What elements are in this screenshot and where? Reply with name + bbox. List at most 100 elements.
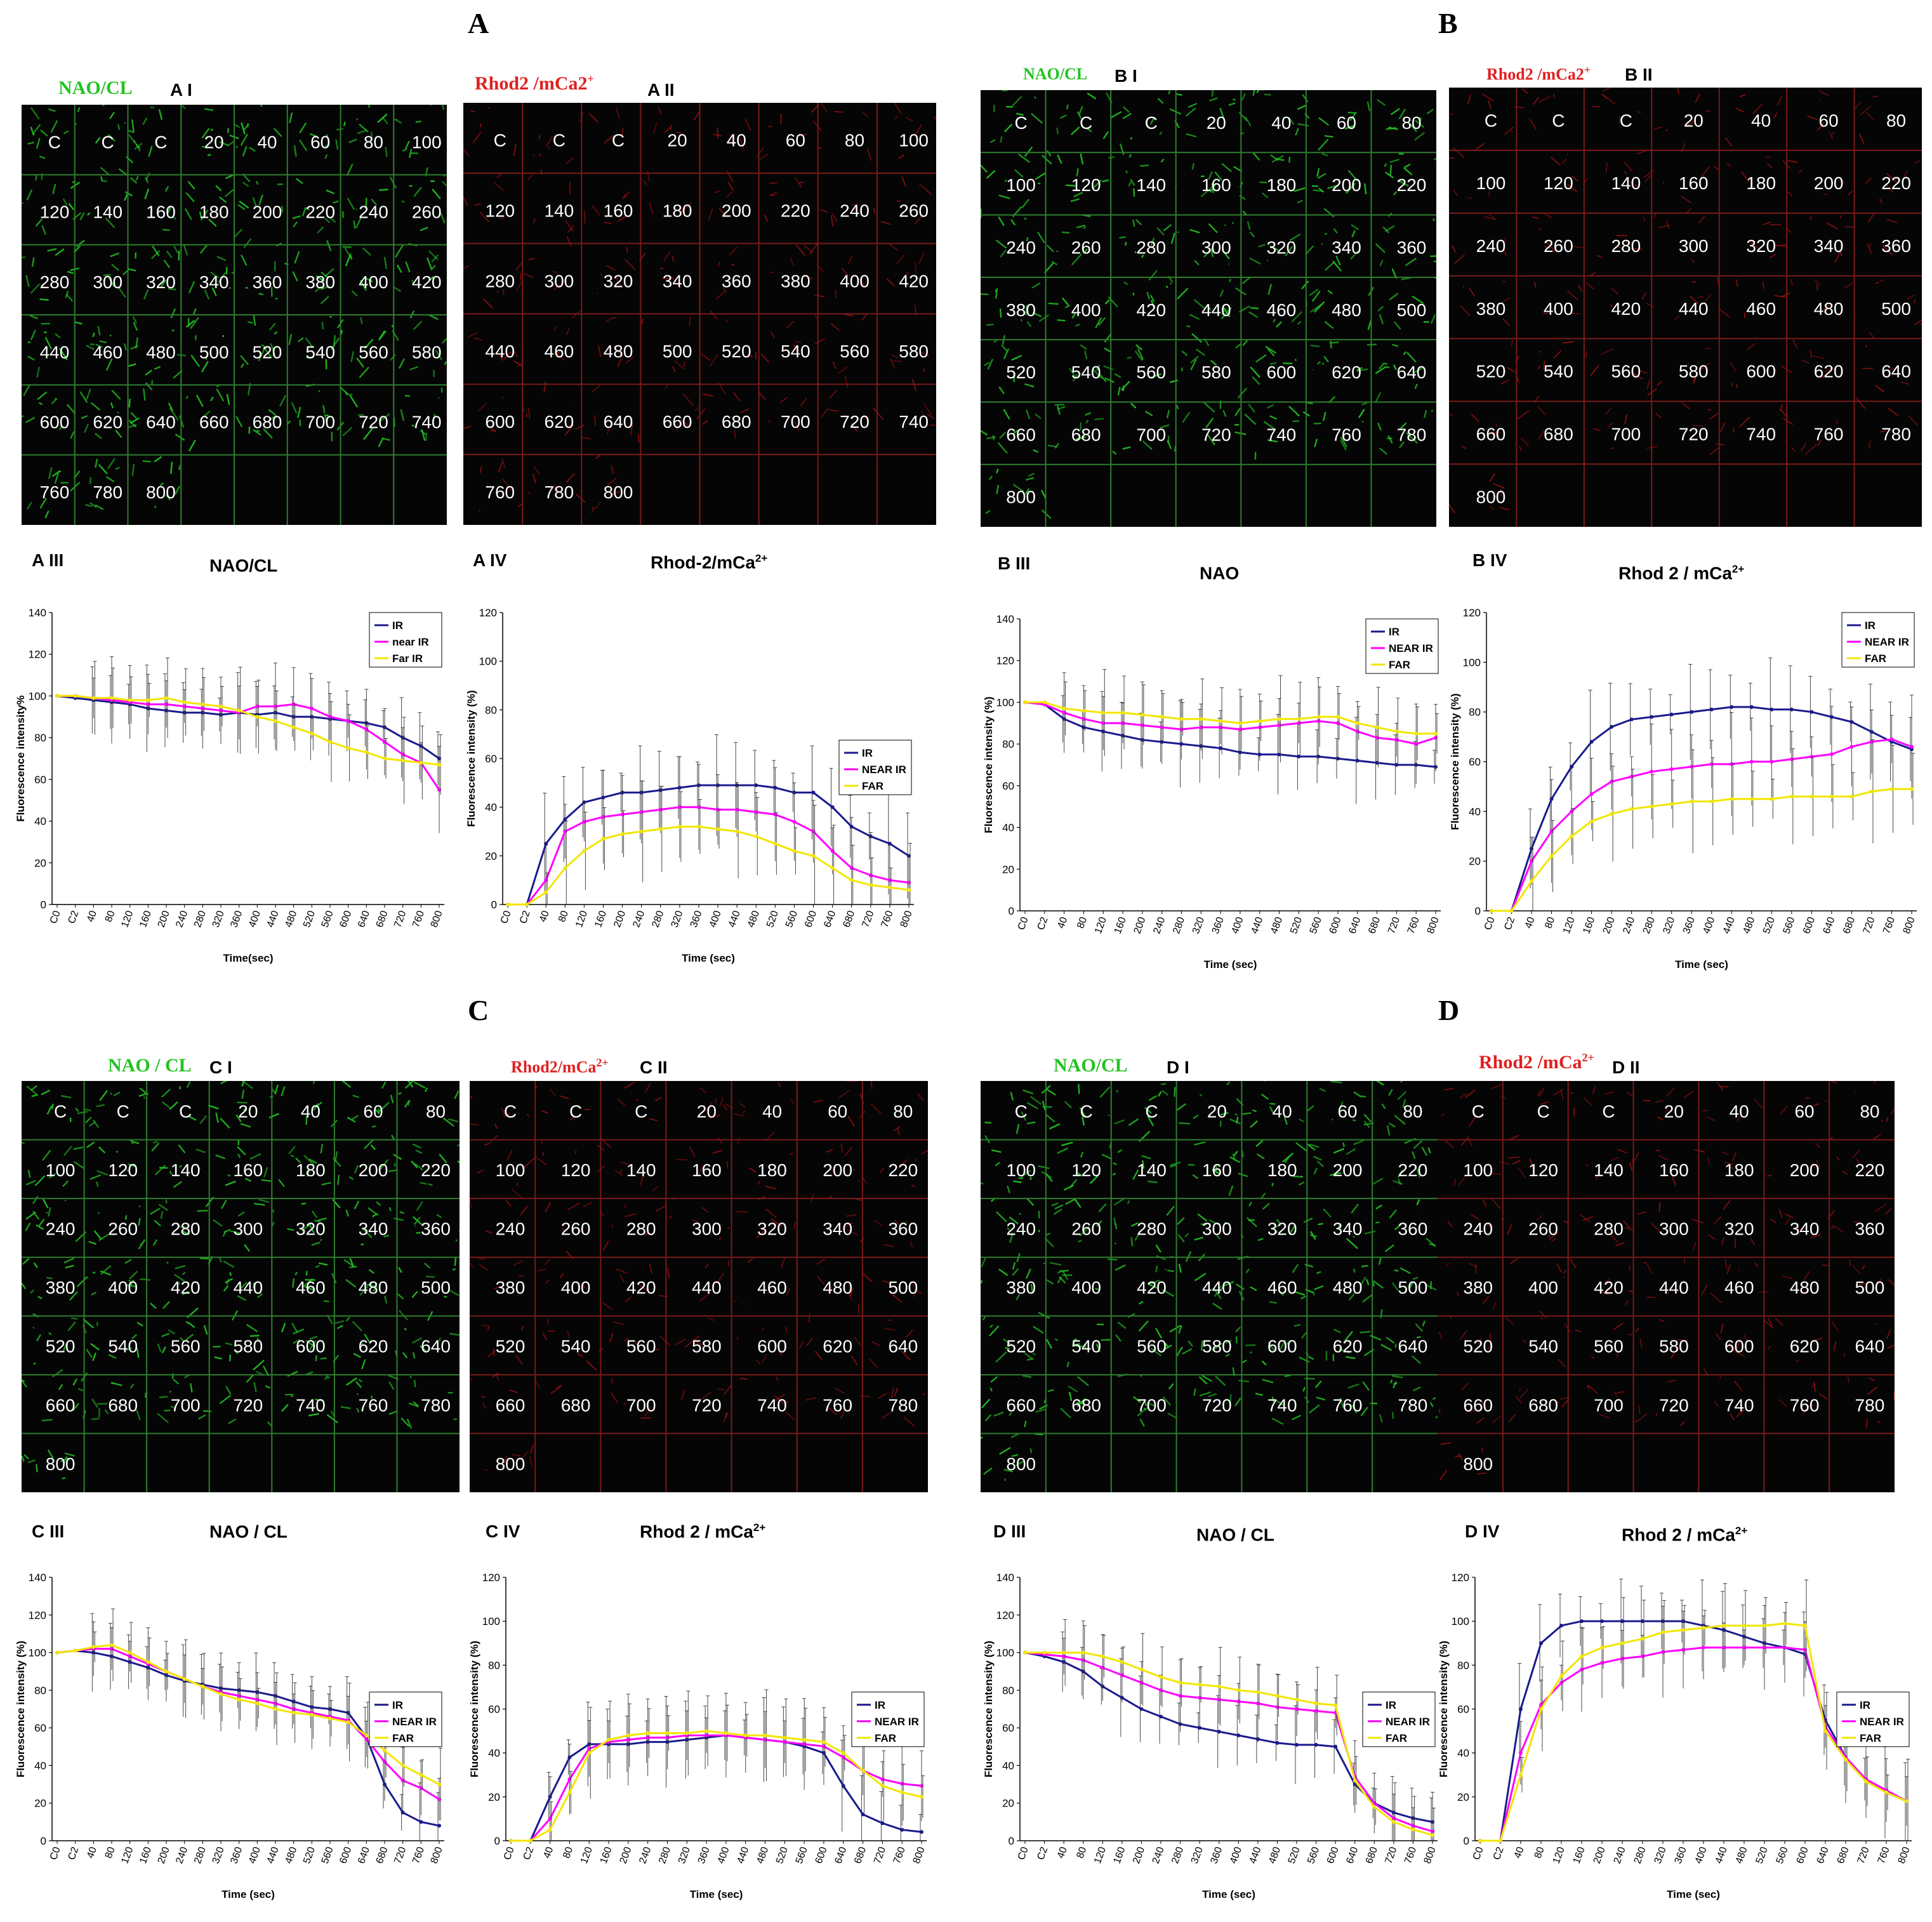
y-tick-label: 60 <box>1002 780 1014 792</box>
montage-frame <box>1178 1251 1249 1310</box>
montage-frame <box>281 1314 333 1362</box>
x-tick-label: 200 <box>156 1845 172 1865</box>
frame-time-label: 180 <box>296 1160 326 1180</box>
x-tick-label: 40 <box>1523 915 1537 930</box>
y-tick-label: 100 <box>1452 1615 1469 1627</box>
frame-time-label: 600 <box>1724 1337 1754 1356</box>
chart-title-d4: Rhod 2 / mCa2+ <box>1622 1525 1748 1545</box>
frame-time-label: 360 <box>1397 238 1427 258</box>
y-tick-label: 100 <box>479 656 497 668</box>
frame-time-label: 520 <box>46 1337 76 1356</box>
frame-time-label: 380 <box>305 272 335 292</box>
data-point <box>1314 1709 1318 1713</box>
montage-frame <box>1643 1087 1694 1121</box>
y-tick-label: 80 <box>485 704 497 716</box>
y-tick-label: 20 <box>1002 863 1014 875</box>
frame-time-label: 520 <box>1463 1337 1493 1356</box>
series-line <box>508 825 910 906</box>
data-point <box>743 1733 748 1737</box>
data-point <box>754 783 758 788</box>
data-point <box>1869 790 1874 793</box>
frame-time-label: 440 <box>1201 300 1231 320</box>
frame-time-label: 300 <box>545 271 574 291</box>
data-point <box>164 702 168 706</box>
data-point <box>364 1737 369 1741</box>
x-tick-label: 360 <box>1210 915 1226 935</box>
chart-title-d3: NAO / CL <box>1196 1525 1274 1545</box>
montage-frame <box>880 176 932 225</box>
x-tick-label: 240 <box>174 909 190 929</box>
data-point <box>1661 1630 1665 1634</box>
frame-time-label: 80 <box>1401 113 1421 133</box>
y-tick-label: 120 <box>482 1572 500 1584</box>
montage-frame <box>157 1373 206 1423</box>
montage-frame <box>889 304 929 373</box>
x-tick-label: 240 <box>1612 1845 1628 1865</box>
montage-frame <box>1310 340 1377 372</box>
data-point <box>763 1733 767 1737</box>
montage-frame <box>184 174 234 227</box>
x-tick-label: C2 <box>1502 915 1517 931</box>
data-point <box>400 1763 405 1768</box>
series-line <box>1025 1652 1433 1836</box>
frame-time-label: 740 <box>412 413 442 432</box>
data-point <box>274 1707 277 1711</box>
frame-time-label: 60 <box>1337 113 1356 133</box>
x-tick-label: 640 <box>1344 1845 1360 1865</box>
frame-time-label: 640 <box>1397 362 1427 382</box>
montage-frame <box>91 1259 150 1296</box>
montage-a2-rhod2: C C C 20 40 60 80 100 120 140 160 180 200 220 240 260 28… <box>463 103 936 525</box>
montage-frame <box>873 379 936 427</box>
data-point <box>1884 1790 1888 1794</box>
frame-time-label: C <box>1080 113 1092 133</box>
data-point <box>1414 742 1419 746</box>
data-point <box>1650 715 1654 719</box>
montage-frame <box>760 315 817 363</box>
frame-time-label: C <box>494 131 506 150</box>
data-point <box>868 873 873 877</box>
data-point <box>1789 794 1794 799</box>
frame-time-label: 380 <box>1006 1278 1036 1297</box>
montage-frame <box>1499 1087 1564 1106</box>
frame-time-label: 700 <box>781 412 811 432</box>
y-axis-label: Fluorescence intensity (%) <box>983 696 995 833</box>
frame-time-label: 180 <box>1724 1160 1754 1180</box>
montage-frame <box>1169 333 1241 383</box>
x-tick-label: 280 <box>192 1845 208 1865</box>
data-point <box>1219 725 1223 729</box>
frame-time-label: 60 <box>363 1101 383 1121</box>
frame-time-label: 240 <box>1006 238 1036 258</box>
montage-frame <box>278 1143 341 1188</box>
chart-title-a4: Rhod-2/mCa2+ <box>651 552 768 573</box>
frame-time-label: 440 <box>1202 1278 1232 1297</box>
data-point <box>1864 1779 1868 1784</box>
montage-frame <box>617 1082 662 1122</box>
data-point <box>1121 721 1125 726</box>
data-point <box>1669 767 1674 771</box>
data-point <box>1236 1733 1241 1737</box>
montage-frame <box>1792 340 1834 378</box>
montage-frame <box>1177 222 1234 266</box>
montage-frame <box>584 191 630 224</box>
x-tick-label: 520 <box>1288 915 1304 935</box>
frame-time-label: 160 <box>1202 1160 1232 1180</box>
montage-frame <box>1830 1081 1895 1122</box>
data-point <box>849 878 854 882</box>
legend-entry: IR <box>392 1699 403 1711</box>
data-point <box>830 849 835 853</box>
x-tick-label: 720 <box>392 909 408 929</box>
frame-time-label: 320 <box>296 1219 326 1239</box>
montage-frame <box>1777 215 1843 263</box>
montage-frame <box>982 1315 1044 1363</box>
montage-frame <box>1240 90 1306 136</box>
data-point <box>364 1733 369 1737</box>
legend-entry: Far IR <box>392 653 423 665</box>
data-point <box>291 1707 296 1711</box>
frame-time-label: 560 <box>1136 362 1166 382</box>
data-point <box>1749 797 1754 801</box>
frame-time-label: 440 <box>1659 1278 1689 1297</box>
frame-time-label: 800 <box>146 482 176 502</box>
montage-frame <box>397 1081 460 1127</box>
frame-time-label: 320 <box>1724 1219 1754 1239</box>
data-point <box>1709 707 1714 712</box>
